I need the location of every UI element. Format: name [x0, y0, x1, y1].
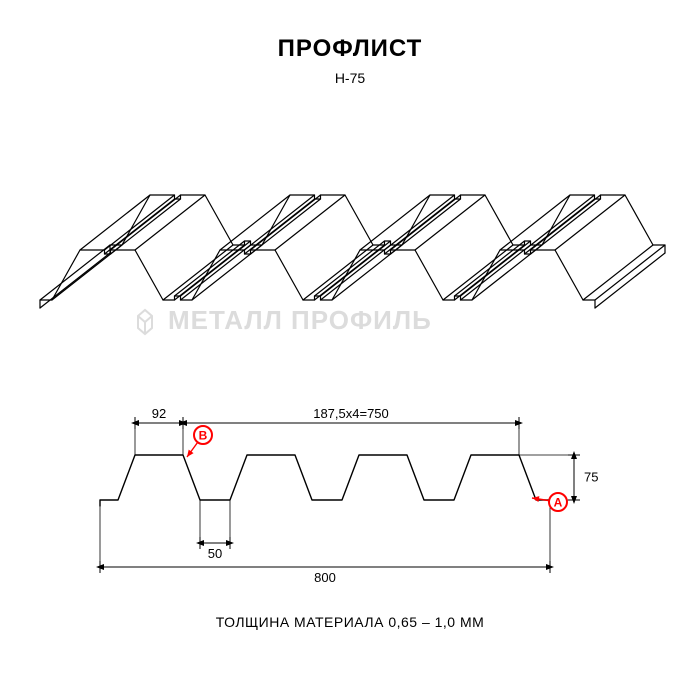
- dim-label: 50: [208, 546, 222, 561]
- dim-label: 75: [584, 470, 598, 485]
- dim-label: 92: [152, 406, 166, 421]
- dim-label: 187,5x4=750: [313, 406, 389, 421]
- cross-section-view: 92 187,5x4=750 50 800 75 B A: [80, 395, 640, 585]
- thickness-label: ТОЛЩИНА МАТЕРИАЛА 0,65 – 1,0 ММ: [0, 614, 700, 630]
- isometric-view: [30, 120, 670, 350]
- profile-path: [100, 455, 550, 506]
- marker-label: B: [199, 429, 208, 443]
- page-subtitle: Н-75: [0, 70, 700, 86]
- dim-label: 800: [314, 570, 336, 585]
- page-title: ПРОФЛИСТ: [0, 35, 700, 63]
- marker-label: A: [554, 496, 563, 510]
